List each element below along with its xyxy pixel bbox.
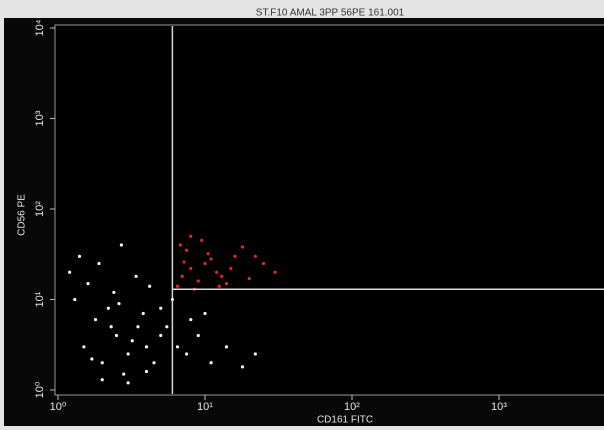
x-tick-label: 10³ (491, 401, 507, 413)
screen: ST.F10 AMAL 3PP 56PE 161.001 CD161 FITC … (0, 0, 604, 430)
dot (209, 257, 212, 260)
y-tick-label: 10² (34, 201, 46, 217)
dot (179, 243, 182, 246)
dot (86, 282, 89, 285)
dot (117, 302, 120, 305)
y-axis-label: CD56 PE (17, 194, 28, 236)
dot (207, 252, 210, 255)
dot (159, 307, 162, 310)
dot (107, 307, 110, 310)
dot (185, 352, 188, 355)
dot (120, 243, 123, 246)
dot (254, 255, 257, 258)
dot (254, 352, 257, 355)
dot (115, 334, 118, 337)
dot (209, 361, 212, 364)
dot (110, 325, 113, 328)
dot (78, 255, 81, 258)
dot (136, 325, 139, 328)
dot (101, 378, 104, 381)
dot (82, 345, 85, 348)
dot (241, 365, 244, 368)
dot (229, 267, 232, 270)
dot (159, 334, 162, 337)
dot (189, 267, 192, 270)
dot (142, 312, 145, 315)
dot (165, 325, 168, 328)
dot (101, 361, 104, 364)
dot (274, 271, 277, 274)
dot (68, 271, 71, 274)
y-tick-label: 10⁰ (34, 381, 46, 398)
dot (185, 249, 188, 252)
dot (262, 262, 265, 265)
dot (215, 271, 218, 274)
x-axis-label: CD161 FITC (317, 415, 373, 426)
dot (241, 245, 244, 248)
dot (145, 345, 148, 348)
dot (197, 334, 200, 337)
dot (225, 345, 228, 348)
y-tick-label: 10¹ (34, 291, 46, 307)
dot (148, 285, 151, 288)
dot (94, 318, 97, 321)
y-tick-label: 10³ (34, 110, 46, 126)
y-tick-label: 10⁴ (34, 19, 46, 36)
plot-frame (55, 25, 604, 395)
dot (131, 339, 134, 342)
dot (127, 381, 130, 384)
dot (176, 345, 179, 348)
dot (135, 275, 138, 278)
dot (225, 282, 228, 285)
dot (176, 285, 179, 288)
dot (197, 279, 200, 282)
dot (145, 370, 148, 373)
dot (203, 312, 206, 315)
dot (220, 275, 223, 278)
x-tick-label: 10² (344, 401, 360, 413)
dot (127, 352, 130, 355)
dot (182, 260, 185, 263)
x-tick-label: 10⁰ (50, 401, 67, 413)
dot (189, 318, 192, 321)
dot (203, 262, 206, 265)
dot (200, 239, 203, 242)
dot (73, 298, 76, 301)
dot (112, 291, 115, 294)
dot (122, 372, 125, 375)
dot (181, 275, 184, 278)
x-tick-label: 10¹ (197, 401, 213, 413)
dot (152, 361, 155, 364)
dot (90, 357, 93, 360)
dot (189, 235, 192, 238)
dot (248, 277, 251, 280)
chart-title: ST.F10 AMAL 3PP 56PE 161.001 (256, 8, 405, 19)
dot (233, 255, 236, 258)
dot (218, 285, 221, 288)
dot (97, 262, 100, 265)
